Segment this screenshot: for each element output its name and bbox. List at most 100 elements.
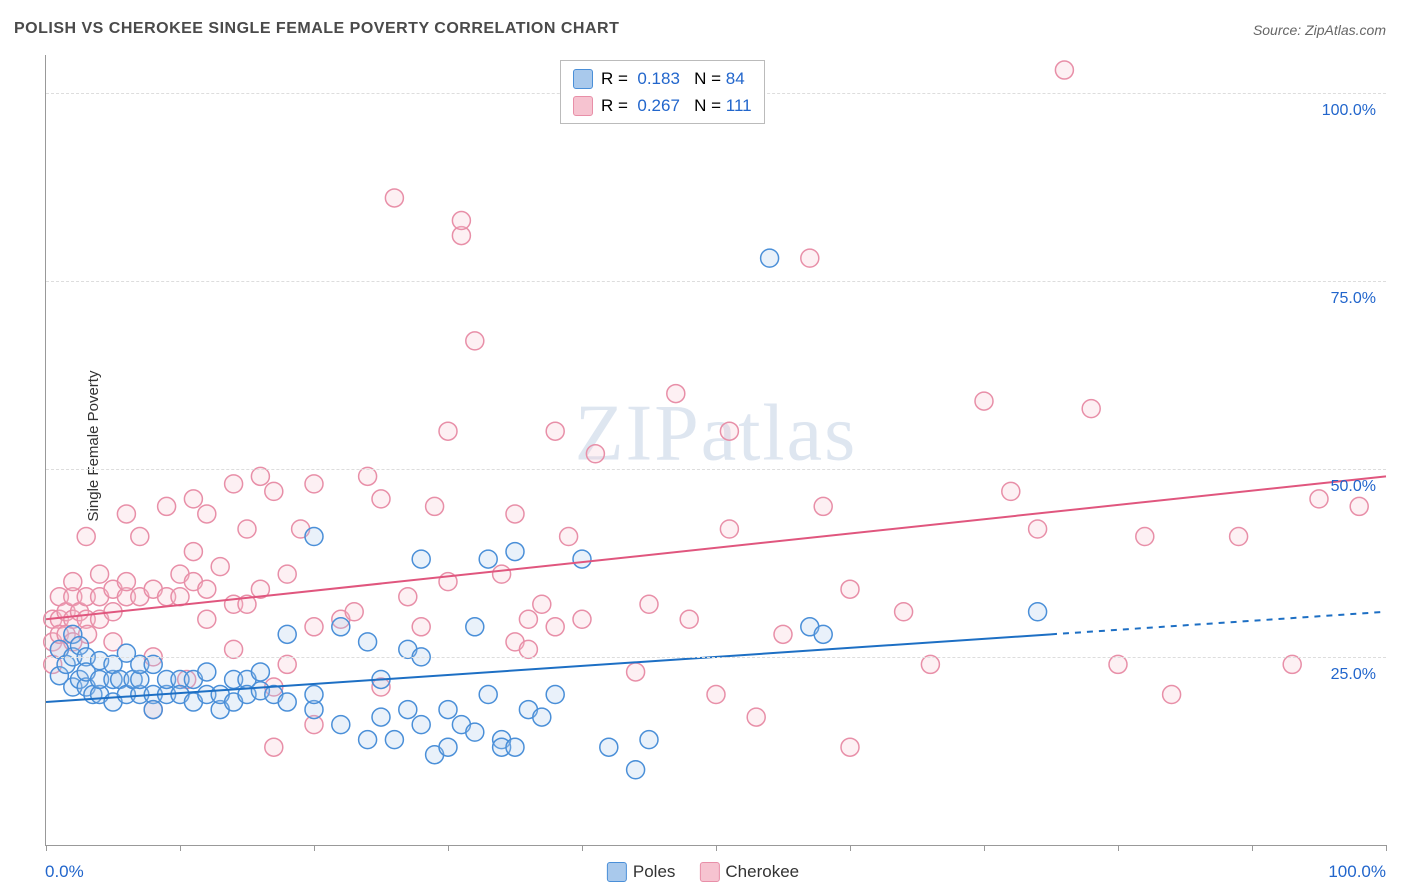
x-tick [984, 845, 985, 851]
plot-area: ZIPatlas 25.0%50.0%75.0%100.0% [45, 55, 1386, 846]
data-point [372, 490, 390, 508]
data-point [117, 505, 135, 523]
data-point [439, 738, 457, 756]
data-point [1029, 520, 1047, 538]
data-point [198, 580, 216, 598]
x-axis-max-label: 100.0% [1328, 862, 1386, 882]
data-point [131, 528, 149, 546]
data-point [640, 731, 658, 749]
data-point [479, 550, 497, 568]
data-point [506, 543, 524, 561]
data-point [533, 708, 551, 726]
data-point [372, 708, 390, 726]
data-point [479, 686, 497, 704]
data-point [211, 558, 229, 576]
x-tick [46, 845, 47, 851]
legend-swatch [573, 69, 593, 89]
data-point [1163, 686, 1181, 704]
series-legend: Poles Cherokee [607, 862, 799, 882]
data-point [680, 610, 698, 628]
data-point [640, 595, 658, 613]
data-point [439, 422, 457, 440]
data-point [359, 467, 377, 485]
data-point [1109, 655, 1127, 673]
legend-swatch [699, 862, 719, 882]
data-point [1136, 528, 1154, 546]
data-point [1283, 655, 1301, 673]
data-point [841, 580, 859, 598]
data-point [506, 505, 524, 523]
data-point [359, 731, 377, 749]
y-tick-label: 100.0% [1322, 102, 1376, 120]
data-point [64, 573, 82, 591]
x-tick [850, 845, 851, 851]
gridline [46, 281, 1386, 282]
data-point [225, 640, 243, 658]
data-point [265, 738, 283, 756]
data-point [91, 565, 109, 583]
data-point [332, 618, 350, 636]
data-point [801, 249, 819, 267]
data-point [814, 625, 832, 643]
data-point [412, 550, 430, 568]
stats-text: R = 0.267 N = 111 [601, 92, 752, 119]
regression-line [46, 476, 1386, 619]
stats-legend: R = 0.183 N = 84 R = 0.267 N = 111 [560, 60, 765, 124]
x-tick [582, 845, 583, 851]
data-point [627, 663, 645, 681]
x-tick [1386, 845, 1387, 851]
data-point [747, 708, 765, 726]
data-point [278, 693, 296, 711]
gridline [46, 469, 1386, 470]
source-name: ZipAtlas.com [1305, 22, 1386, 38]
legend-label: Poles [633, 862, 676, 882]
chart-title: POLISH VS CHEROKEE SINGLE FEMALE POVERTY… [14, 20, 619, 38]
data-point [667, 385, 685, 403]
data-point [466, 618, 484, 636]
data-point [1055, 61, 1073, 79]
data-point [600, 738, 618, 756]
x-tick [1252, 845, 1253, 851]
data-point [466, 332, 484, 350]
data-point [707, 686, 725, 704]
data-point [171, 588, 189, 606]
y-tick-label: 75.0% [1331, 290, 1376, 308]
regression-line-extrapolated [1051, 612, 1386, 635]
data-point [1029, 603, 1047, 621]
data-point [77, 528, 95, 546]
data-point [278, 565, 296, 583]
data-point [144, 655, 162, 673]
data-point [399, 701, 417, 719]
data-point [385, 189, 403, 207]
data-point [412, 716, 430, 734]
data-point [895, 603, 913, 621]
legend-label: Cherokee [725, 862, 799, 882]
data-point [841, 738, 859, 756]
data-point [975, 392, 993, 410]
data-point [412, 618, 430, 636]
data-point [305, 618, 323, 636]
data-point [1082, 400, 1100, 418]
stats-text: R = 0.183 N = 84 [601, 65, 745, 92]
data-point [761, 249, 779, 267]
data-point [225, 475, 243, 493]
data-point [573, 550, 591, 568]
data-point [158, 497, 176, 515]
x-tick [314, 845, 315, 851]
data-point [519, 610, 537, 628]
y-tick-label: 25.0% [1331, 666, 1376, 684]
data-point [198, 505, 216, 523]
data-point [305, 528, 323, 546]
data-point [814, 497, 832, 515]
data-point [506, 738, 524, 756]
data-point [1350, 497, 1368, 515]
data-point [439, 701, 457, 719]
legend-swatch [573, 96, 593, 116]
data-point [359, 633, 377, 651]
data-point [332, 716, 350, 734]
data-point [586, 445, 604, 463]
data-point [144, 701, 162, 719]
data-point [546, 618, 564, 636]
data-point [774, 625, 792, 643]
stats-legend-row: R = 0.267 N = 111 [573, 92, 752, 119]
